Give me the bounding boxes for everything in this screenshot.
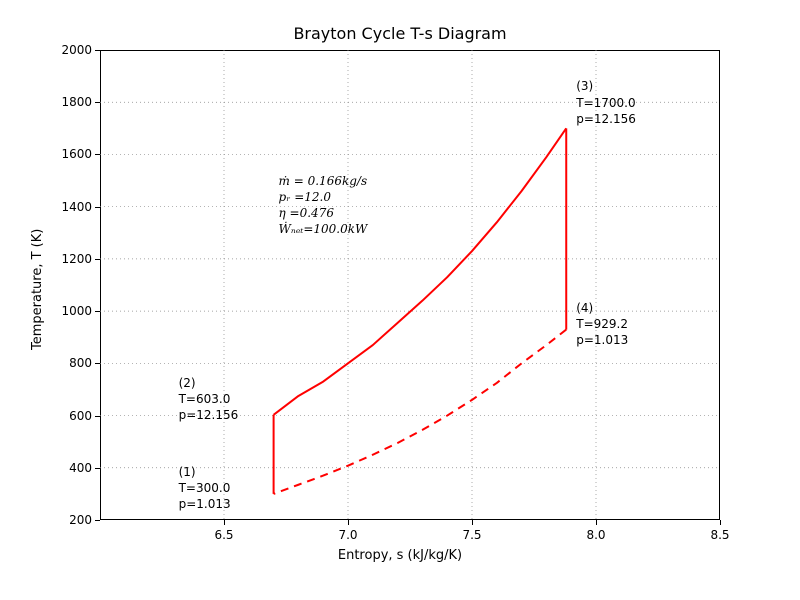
ytick-label: 800 [52,356,92,370]
xtick-label: 6.5 [204,528,244,542]
state-4-label: (4) T=929.2 p=1.013 [576,300,628,349]
state-4-press: p=1.013 [576,332,628,348]
ytick-label: 600 [52,409,92,423]
info-wnet: Ẇₙₑₜ=100.0kW [279,221,368,237]
state-2-caption: (2) [179,375,239,391]
ytick-label: 1200 [52,252,92,266]
state-2-press: p=12.156 [179,407,239,423]
xtick-label: 8.5 [700,528,740,542]
state-3-temp: T=1700.0 [576,95,636,111]
xtick-label: 8.0 [576,528,616,542]
ytick-label: 200 [52,513,92,527]
state-1-temp: T=300.0 [179,480,231,496]
state-1-press: p=1.013 [179,496,231,512]
state-2-label: (2) T=603.0 p=12.156 [179,375,239,424]
ytick-label: 1600 [52,147,92,161]
state-4-temp: T=929.2 [576,316,628,332]
ytick-label: 1000 [52,304,92,318]
info-eta: η =0.476 [279,205,368,221]
xtick-label: 7.0 [328,528,368,542]
state-4-caption: (4) [576,300,628,316]
info-mdot: ṁ = 0.166kg/s [279,173,368,189]
ytick-label: 1800 [52,95,92,109]
state-3-press: p=12.156 [576,111,636,127]
state-3-label: (3) T=1700.0 p=12.156 [576,78,636,127]
state-3-caption: (3) [576,78,636,94]
curve-layer [0,0,800,600]
ytick-label: 1400 [52,200,92,214]
state-1-label: (1) T=300.0 p=1.013 [179,464,231,513]
state-2-temp: T=603.0 [179,391,239,407]
info-pr: pᵣ =12.0 [279,189,368,205]
state-1-caption: (1) [179,464,231,480]
xtick-label: 7.5 [452,528,492,542]
ytick-label: 400 [52,461,92,475]
figure: Brayton Cycle T-s Diagram Temperature, T… [0,0,800,600]
info-box: ṁ = 0.166kg/s pᵣ =12.0 η =0.476 Ẇₙₑₜ=100… [279,173,368,238]
ytick-label: 2000 [52,43,92,57]
